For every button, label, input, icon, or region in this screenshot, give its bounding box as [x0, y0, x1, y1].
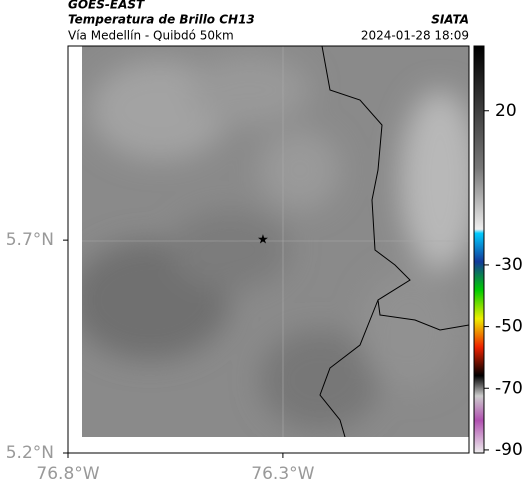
satellite-image: ★ — [82, 46, 469, 437]
product: Temperatura de Brillo CH13 — [68, 13, 255, 27]
colorbar-tick-label: -30 — [495, 255, 523, 275]
lat-tick-label: 5.2°N — [6, 443, 54, 463]
svg-text:★: ★ — [257, 233, 269, 248]
location: Vía Medellín - Quibdó 50km — [68, 29, 234, 43]
colorbar — [473, 45, 485, 454]
lon-tick-label: 76.3°W — [251, 464, 314, 484]
colorbar-tick-label: -50 — [495, 317, 523, 337]
lat-tick-label: 5.7°N — [6, 230, 54, 250]
colorbar-tick-label: -70 — [495, 378, 523, 398]
agency: GOES-EAST — [68, 0, 145, 12]
lon-tick-label: 76.8°W — [36, 464, 99, 484]
map-frame — [67, 45, 470, 454]
colorbar-tick-label: -90 — [495, 440, 523, 460]
source: SIATA — [431, 13, 469, 27]
colorbar-tick-label: 20 — [495, 101, 517, 121]
datetime: 2024-01-28 18:09 — [361, 29, 469, 43]
